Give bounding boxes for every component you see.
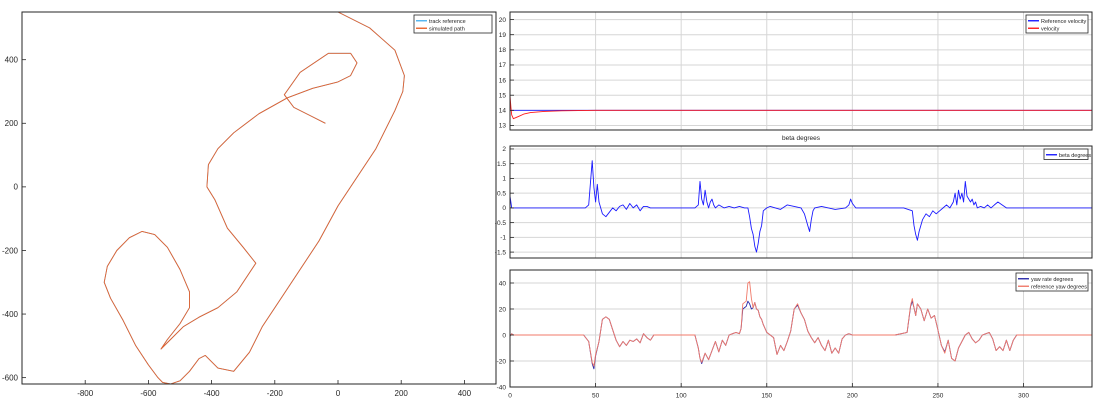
y-tick-label: -1.5 <box>495 249 507 256</box>
axes-frame <box>509 145 1093 259</box>
legend-box <box>1043 148 1089 160</box>
y-tick-label: -20 <box>497 358 507 365</box>
y-tick-label: 0 <box>502 332 506 339</box>
legend-label: reference yaw degrees <box>1031 284 1087 290</box>
x-tick-label: 150 <box>761 393 772 400</box>
legend-box <box>413 14 493 34</box>
y-tick-label: 17 <box>499 62 507 69</box>
y-tick-label: 0.5 <box>497 190 506 197</box>
legend-label: yaw rate degrees <box>1031 277 1073 283</box>
legend-box <box>1015 272 1089 292</box>
x-tick-label: 200 <box>395 389 409 398</box>
y-tick-label: -0.5 <box>495 220 507 227</box>
yaw-plot: -40 -20 0 20 40 0 50 100 150 200 250 300 yaw rate de… <box>497 269 1093 400</box>
x-tick-label: 50 <box>592 393 600 400</box>
legend-label: velocity <box>1041 26 1060 32</box>
y-tick-label: -600 <box>2 373 19 382</box>
x-tick-label: -600 <box>140 389 157 398</box>
y-tick-label: 18 <box>499 47 507 54</box>
track-plot: -600 -400 -200 0 200 400 -800 -600 -400 -200 0 200 4… <box>2 11 497 398</box>
y-tick-label: 2 <box>502 146 506 153</box>
y-tick-label: -400 <box>2 310 19 319</box>
y-tick-label: 13 <box>499 123 507 130</box>
y-tick-label: -1 <box>500 235 506 242</box>
axes-frame <box>509 269 1093 388</box>
legend-box <box>1025 14 1089 34</box>
y-tick-label: 1 <box>502 176 506 183</box>
y-tick-label: 16 <box>499 77 507 84</box>
y-tick-label: 20 <box>499 17 507 24</box>
x-tick-label: -800 <box>77 389 94 398</box>
y-tick-label: 20 <box>499 306 507 313</box>
y-tick-label: 0 <box>502 205 506 212</box>
y-tick-label: 14 <box>499 108 507 115</box>
x-tick-label: 250 <box>933 393 944 400</box>
y-tick-label: -40 <box>497 384 507 391</box>
plot-area <box>510 12 1092 130</box>
legend-label: beta degrees <box>1059 153 1091 159</box>
y-tick-label: 1.5 <box>497 161 506 168</box>
y-tick-label: 15 <box>499 92 507 99</box>
x-tick-label: 400 <box>458 389 472 398</box>
series-line <box>103 11 405 385</box>
x-tick-label: 300 <box>1018 393 1029 400</box>
legend-label: Reference velocity <box>1041 19 1086 25</box>
axes-frame <box>21 11 497 385</box>
legend-label: simulated path <box>429 26 465 32</box>
x-tick-label: 100 <box>676 393 687 400</box>
series-line <box>509 95 1092 120</box>
series-line <box>509 160 1092 253</box>
series-line <box>509 281 1092 367</box>
x-tick-label: -400 <box>204 389 221 398</box>
plot-area <box>22 12 496 384</box>
x-tick-label: 0 <box>336 389 341 398</box>
beta-plot: -1.5 -1 -0.5 0 0.5 1 1.5 2 beta degrees beta degr… <box>495 135 1093 259</box>
y-tick-label: 400 <box>5 55 19 64</box>
plot-area <box>510 270 1092 387</box>
y-tick-label: -200 <box>2 246 19 255</box>
plot-title: beta degrees <box>782 135 821 142</box>
y-tick-label: 40 <box>499 280 507 287</box>
x-tick-label: 200 <box>847 393 858 400</box>
velocity-plot: 13 14 15 16 17 18 19 20 Reference velocityveloci… <box>499 11 1093 131</box>
y-tick-label: 0 <box>14 183 19 192</box>
y-tick-label: 200 <box>5 119 19 128</box>
axes-frame <box>509 11 1093 131</box>
y-tick-label: 19 <box>499 32 507 39</box>
x-tick-label: 0 <box>508 393 512 400</box>
x-tick-label: -200 <box>267 389 284 398</box>
legend-label: track reference <box>429 19 466 25</box>
plot-area <box>510 146 1092 258</box>
